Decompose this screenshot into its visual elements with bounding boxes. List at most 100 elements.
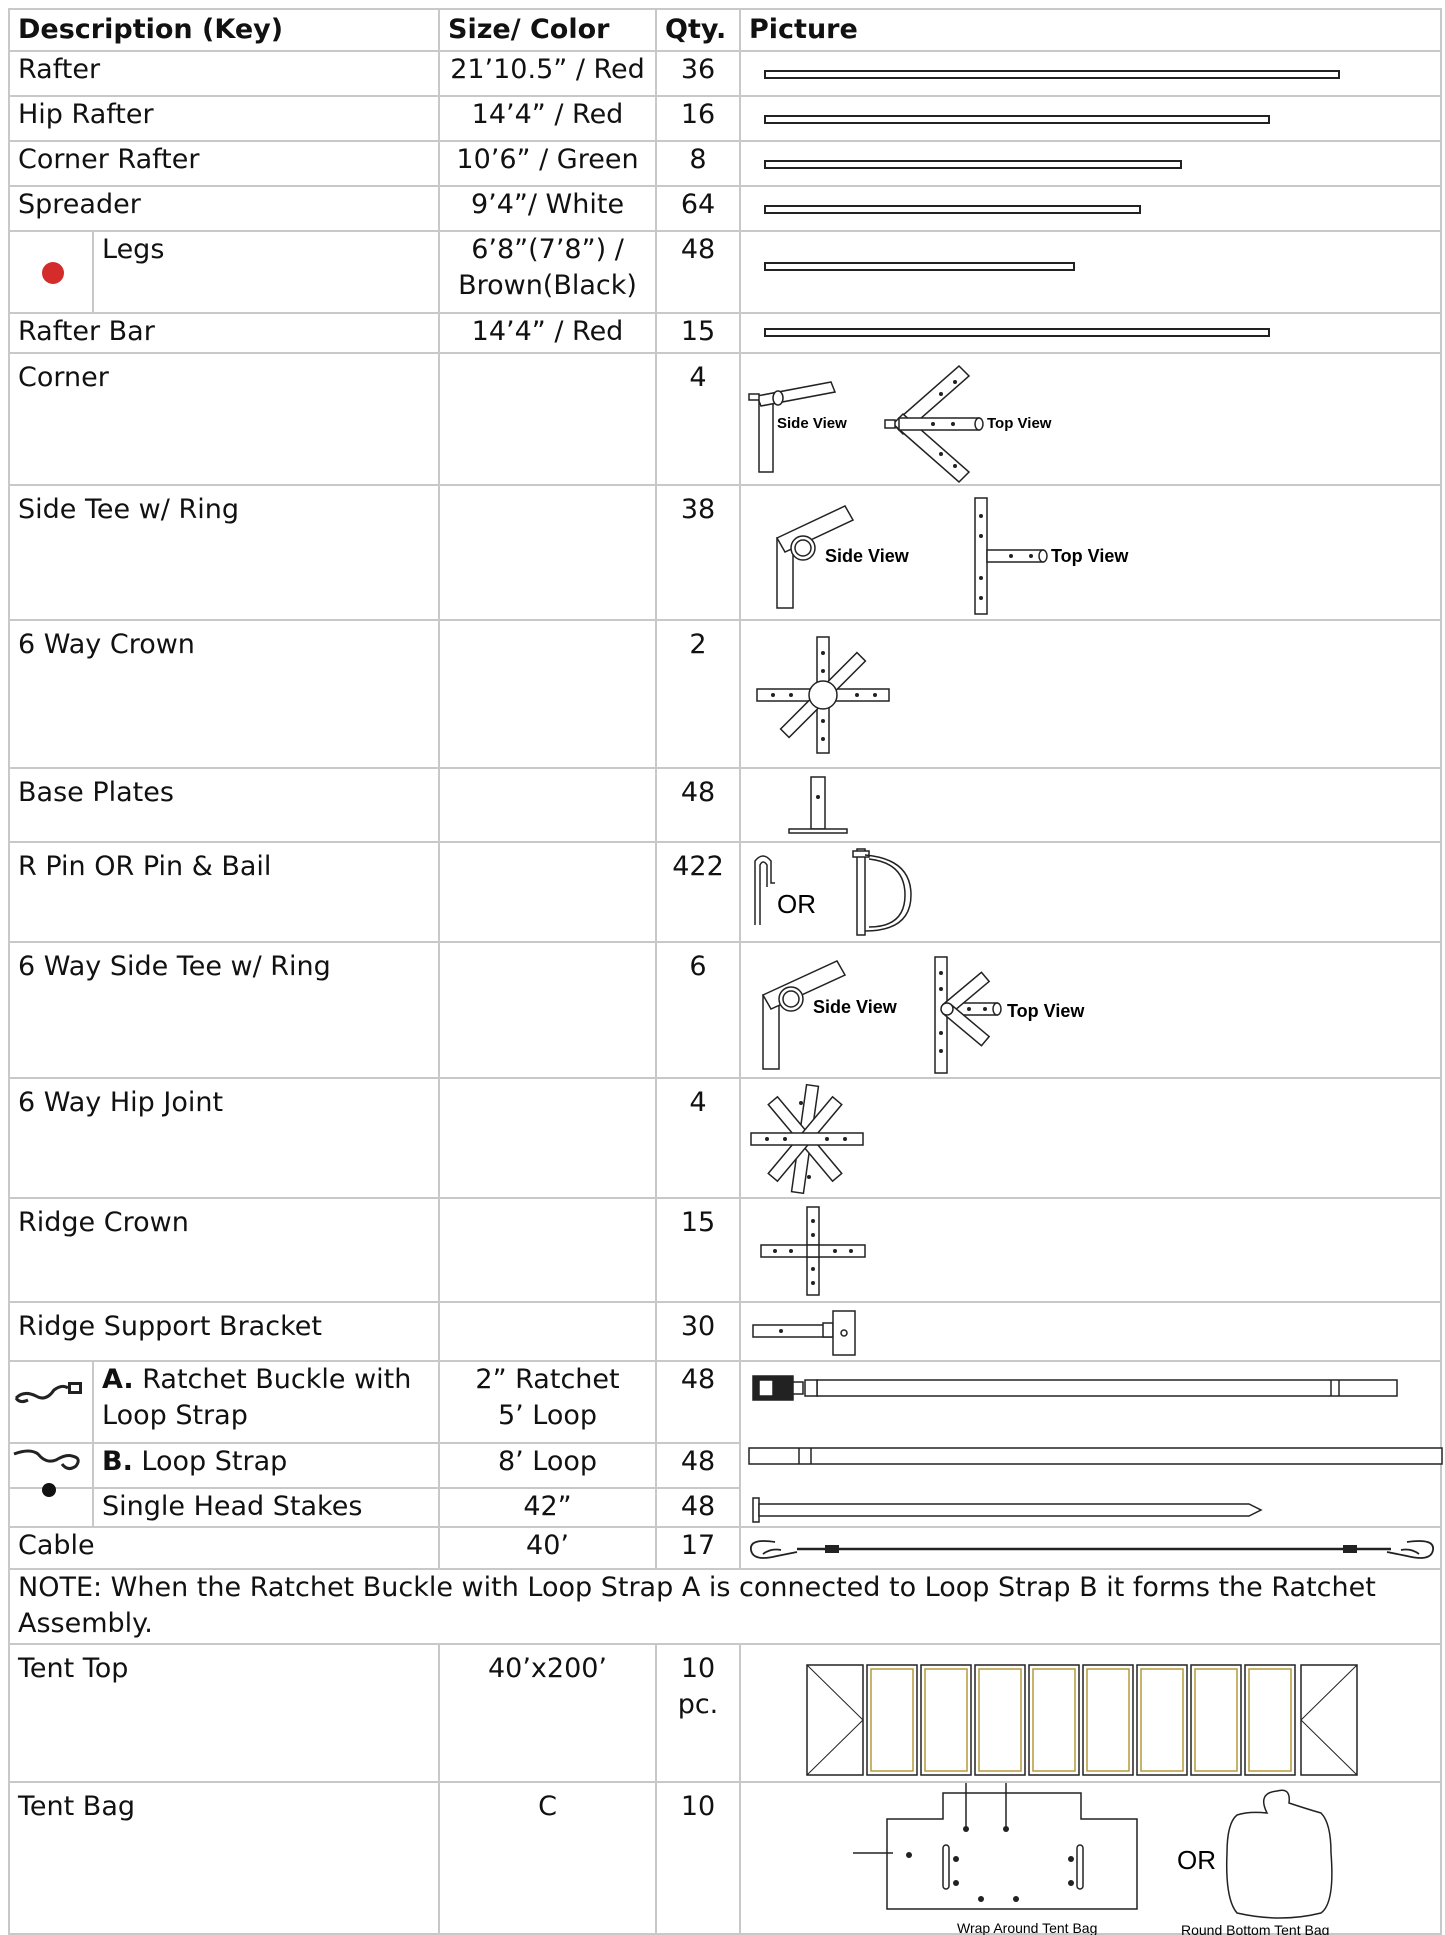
ratchet-buckle-size-cell: 2” Ratchet 5’ Loop (438, 1360, 657, 1444)
tent-middle-panel-inner (924, 1668, 968, 1772)
six-way-crown-picture (739, 619, 1442, 769)
tent-bag-size: C (438, 1780, 657, 1935)
tent-middle-panel-inner (978, 1668, 1022, 1772)
six-way-crown-qty: 2 (655, 619, 741, 769)
row-side-tee: Side Tee w/ Ring 38 Side View (8, 484, 1442, 621)
ratchet-buckle-size-line2: 5’ Loop (497, 1400, 598, 1432)
tent-middle-panel-inner (1140, 1668, 1184, 1772)
six-way-hip-joint-desc: 6 Way Hip Joint (8, 1077, 440, 1199)
ratchet-strap-icon (14, 1382, 82, 1404)
row-tent-top: Tent Top 40’x200’ 10 pc. (8, 1642, 1442, 1783)
tent-middle-panel-inner (1248, 1668, 1292, 1772)
legs-desc-cell: Legs (8, 230, 440, 314)
rafter-bar-size: 14’4” / Red (438, 312, 657, 354)
base-plates-desc: Base Plates (8, 767, 440, 843)
r-pin-desc: R Pin OR Pin & Bail (8, 841, 440, 943)
rafter-size: 21’10.5” / Red (438, 50, 657, 97)
tent-end-panel-line (806, 1664, 864, 1776)
tent-bag-illustration: OR Wrap Around Tent Bag Round Bottom Ten… (853, 1782, 1333, 1935)
row-six-way-side-tee: 6 Way Side Tee w/ Ring 6 (8, 941, 1442, 1079)
rafter-bar-picture (739, 312, 1442, 354)
side-tee-side-view-label: Side View (825, 546, 910, 566)
six-way-hip-joint-illustration (750, 1083, 864, 1195)
tent-bag-picture: OR Wrap Around Tent Bag Round Bottom Ten… (739, 1780, 1442, 1935)
tent-top-picture (739, 1642, 1442, 1783)
row-corner-rafter: Corner Rafter 10’6” / Green 8 (8, 140, 1442, 187)
red-dot-icon (42, 262, 64, 284)
tent-end-panel (1300, 1664, 1358, 1776)
corner-qty: 4 (655, 352, 741, 486)
stakes-key-cell (10, 1483, 94, 1526)
rafter-bar-qty: 15 (655, 312, 741, 354)
tent-middle-panel (920, 1664, 972, 1776)
ridge-support-bracket-desc: Ridge Support Bracket (8, 1301, 440, 1362)
cable-picture (739, 1526, 1442, 1570)
header-size: Size/ Color (438, 8, 657, 52)
row-legs: Legs 6’8”(7’8”) / Brown(Black) 48 (8, 230, 1442, 314)
row-corner: Corner 4 (8, 352, 1442, 486)
legs-size-cell: 6’8”(7’8”) / Brown(Black) (438, 230, 657, 314)
side-tee-top-view-label: Top View (1051, 546, 1129, 566)
tent-middle-panel (1082, 1664, 1134, 1776)
six-way-hip-joint-qty: 4 (655, 1077, 741, 1199)
parts-table: Description (Key) Size/ Color Qty. Pictu… (8, 8, 1443, 1935)
tent-bag-or-label: OR (1177, 1845, 1216, 1875)
ratchet-buckle-qty: 48 (655, 1360, 741, 1444)
tent-middle-panel (866, 1664, 918, 1776)
tent-bag-qty: 10 (655, 1780, 741, 1935)
r-pin-or-label: OR (777, 889, 816, 919)
row-ratchet-buckle: A. Ratchet Buckle with Loop Strap 2” Rat… (8, 1360, 1443, 1528)
six-way-side-tee-illustration: Side View Top View (761, 956, 1085, 1074)
tent-top-qty-cell: 10 pc. (655, 1642, 741, 1783)
corner-rafter-size: 10’6” / Green (438, 140, 657, 187)
spreader-desc: Spreader (8, 185, 440, 232)
strap-stake-illustration (748, 1375, 1443, 1523)
r-pin-picture: OR (739, 841, 1442, 943)
base-plates-picture (739, 767, 1442, 843)
loop-strap-desc-cell: B. Loop Strap (8, 1442, 440, 1489)
legs-key-cell (10, 232, 94, 312)
six-way-side-tee-side-view-label: Side View (813, 997, 898, 1017)
loop-strap-icon (13, 1449, 80, 1471)
row-r-pin: R Pin OR Pin & Bail 422 OR (8, 841, 1442, 943)
corner-picture: Side View Top View (739, 352, 1442, 486)
cable-size: 40’ (438, 1526, 657, 1570)
header-description: Description (Key) (8, 8, 440, 52)
r-pin-illustration: OR (754, 848, 912, 936)
ridge-crown-desc: Ridge Crown (8, 1197, 440, 1303)
hip-rafter-qty: 16 (655, 95, 741, 142)
six-way-side-tee-top-view-label: Top View (1007, 1001, 1085, 1021)
row-tent-bag: Tent Bag C 10 OR W (8, 1780, 1442, 1935)
stakes-desc: Single Head Stakes (102, 1491, 363, 1522)
corner-desc: Corner (8, 352, 440, 486)
side-tee-picture: Side View Top View (739, 484, 1442, 621)
loop-strap-key-cell (10, 1444, 94, 1487)
rafter-picture (739, 50, 1442, 97)
stakes-qty: 48 (655, 1487, 741, 1528)
tent-end-panel (806, 1664, 864, 1776)
ratchet-buckle-key-cell (10, 1362, 94, 1442)
tent-middle-panel (1028, 1664, 1080, 1776)
row-six-way-hip-joint: 6 Way Hip Joint 4 (8, 1077, 1442, 1199)
row-stakes: Single Head Stakes 42” 48 (8, 1483, 1441, 1528)
hip-rafter-size: 14’4” / Red (438, 95, 657, 142)
ridge-crown-illustration (760, 1206, 866, 1296)
rafter-bar-illustration (764, 328, 1270, 337)
ridge-support-bracket-illustration (752, 1310, 856, 1356)
legs-qty: 48 (655, 230, 741, 314)
side-tee-illustration: Side View Top View (775, 497, 1129, 615)
row-ridge-support-bracket: Ridge Support Bracket 30 (8, 1301, 1442, 1362)
corner-top-view-label: Top View (987, 415, 1052, 432)
loop-strap-prefix: B. (102, 1446, 133, 1477)
ratchet-buckle-size-line1: 2” Ratchet (475, 1364, 620, 1395)
ratchet-buckle-desc-line1: Ratchet Buckle with (133, 1364, 412, 1395)
side-tee-desc: Side Tee w/ Ring (8, 484, 440, 621)
corner-rafter-illustration (764, 160, 1182, 169)
spreader-picture (739, 185, 1442, 232)
row-base-plates: Base Plates 48 (8, 767, 1442, 843)
hip-rafter-illustration (764, 115, 1270, 124)
corner-rafter-picture (739, 140, 1442, 187)
ridge-crown-qty: 15 (655, 1197, 741, 1303)
tent-top-size: 40’x200’ (438, 1642, 657, 1783)
ridge-crown-picture (739, 1197, 1442, 1303)
